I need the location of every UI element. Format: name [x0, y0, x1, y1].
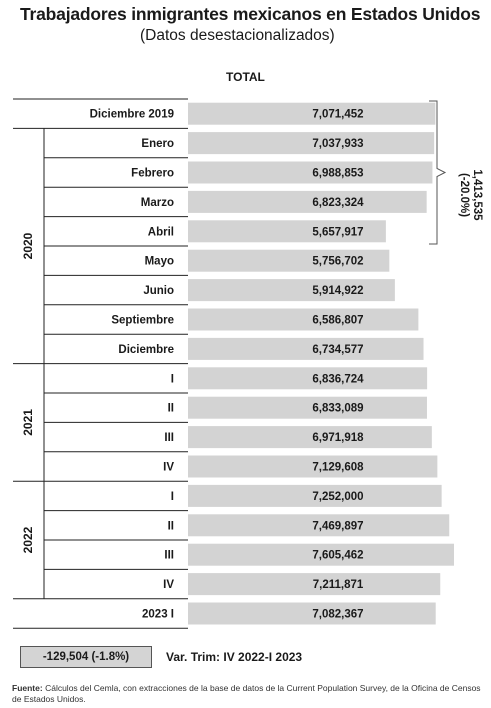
bar [188, 396, 427, 419]
bar-value-label: 6,823,324 [312, 197, 364, 209]
bar [188, 602, 436, 625]
bar [188, 455, 438, 478]
bar [188, 426, 432, 449]
column-header: TOTAL [226, 70, 265, 84]
source-text: Cálculos del Cemla, con extracciones de … [12, 683, 481, 704]
source-prefix: Fuente: [12, 683, 43, 693]
bar [188, 190, 427, 213]
bar-value-label: 6,971,918 [312, 432, 364, 444]
year-group-label: 2022 [21, 526, 35, 553]
bar-value-label: 7,605,462 [312, 550, 363, 562]
bar-value-label: 6,586,807 [312, 315, 363, 327]
bar-chart: 7,071,452 Diciembre 2019 7,037,933 Enero 6,9… [13, 98, 454, 629]
category-label: Abril [148, 226, 174, 238]
year-group-label: 2021 [21, 409, 35, 436]
category-label: Mayo [145, 256, 174, 268]
category-label: III [164, 550, 174, 562]
bracket-annotation-label: 1,413,535 (-20.0%) [455, 145, 485, 245]
variation-value-box: -129,504 (-1.8%) [20, 646, 152, 668]
bracket-annotation [429, 100, 447, 245]
bar [188, 279, 395, 302]
category-label: Junio [143, 285, 174, 297]
category-label: Enero [141, 138, 174, 150]
bar [188, 220, 386, 243]
category-label: Diciembre 2019 [90, 109, 174, 121]
category-label: III [164, 432, 174, 444]
category-label: Septiembre [111, 315, 174, 327]
bar [188, 132, 435, 155]
category-label: II [168, 403, 174, 415]
bracket-label-percent: (-20.0%) [458, 172, 470, 218]
bar [188, 573, 441, 596]
bar-value-label: 5,657,917 [312, 226, 363, 238]
category-label: 2023 I [142, 609, 174, 621]
bracket-label-value: 1,413,535 [471, 169, 483, 221]
bar-value-label: 6,988,853 [312, 168, 363, 180]
category-label: II [168, 520, 174, 532]
category-label: Febrero [131, 168, 174, 180]
bar-value-label: 7,211,871 [313, 579, 364, 591]
bar-value-label: 5,756,702 [312, 256, 363, 268]
chart-subtitle: (Datos desestacionalizados) [140, 27, 335, 44]
bar [188, 514, 450, 537]
bar-value-label: 5,914,922 [312, 285, 363, 297]
category-label: IV [163, 462, 174, 474]
category-label: Diciembre [118, 344, 174, 356]
bar-value-label: 6,734,577 [312, 344, 363, 356]
chart-title: Trabajadores inmigrantes mexicanos en Es… [20, 4, 481, 24]
category-label: Marzo [141, 197, 174, 209]
category-label: I [171, 491, 174, 503]
bar [188, 249, 390, 272]
bar [188, 102, 436, 125]
bar-value-label: 7,129,608 [312, 462, 364, 474]
source-note: Fuente: Cálculos del Cemla, con extracci… [12, 683, 482, 705]
variation-label: Var. Trim: IV 2022-I 2023 [166, 650, 303, 664]
bar-value-label: 7,037,933 [312, 138, 363, 150]
bar [188, 367, 428, 390]
category-label: IV [163, 579, 174, 591]
category-label: I [171, 373, 174, 385]
bar-value-label: 6,833,089 [312, 403, 363, 415]
bar [188, 308, 419, 331]
bar-value-label: 7,469,897 [312, 520, 363, 532]
bar-value-label: 7,071,452 [312, 109, 363, 121]
bar [188, 484, 442, 507]
year-group-label: 2020 [21, 232, 35, 259]
bar-value-label: 7,082,367 [312, 609, 363, 621]
bar-value-label: 7,252,000 [312, 491, 363, 503]
bar-value-label: 6,836,724 [312, 373, 364, 385]
bar [188, 543, 454, 566]
bar [188, 161, 433, 184]
bar [188, 337, 424, 360]
